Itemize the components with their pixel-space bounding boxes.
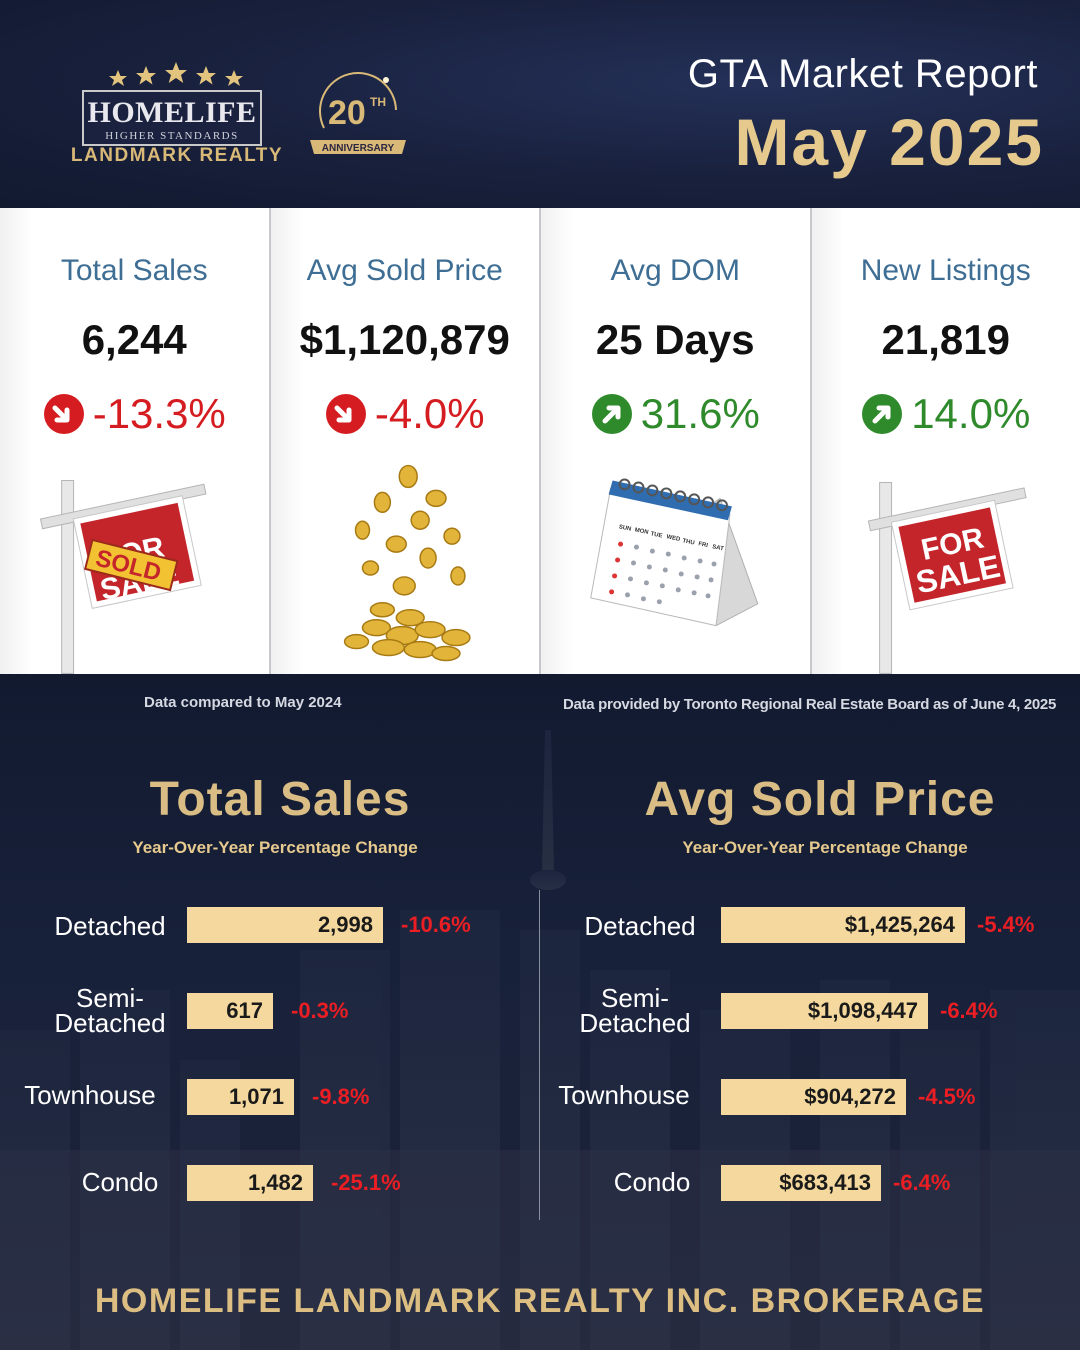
price-change-detached: -5.4% bbox=[977, 912, 1035, 937]
anniversary-suffix: TH bbox=[370, 95, 386, 109]
compared-note: Data compared to May 2024 bbox=[144, 694, 342, 711]
card-value: 6,244 bbox=[81, 316, 187, 363]
card-change: -4.0% bbox=[271, 390, 540, 438]
sales-bar-detached: 2,998 bbox=[187, 907, 383, 943]
card-title: Total Sales bbox=[60, 254, 208, 287]
card-value: 25 Days bbox=[595, 316, 755, 363]
arrow-down-icon bbox=[43, 394, 84, 434]
sales-change-condo: -25.1% bbox=[331, 1170, 401, 1195]
card-avg-sold-price: Avg Sold Price $1,120,879 -4.0% bbox=[270, 208, 540, 674]
card-title: New Listings bbox=[860, 254, 1031, 287]
row-label: Detached bbox=[584, 911, 696, 941]
card-title: Avg DOM bbox=[610, 254, 740, 287]
sales-bar-semi-detached: 617 bbox=[187, 993, 273, 1029]
change-percent: 31.6% bbox=[640, 390, 760, 437]
sales-change-townhouse: -9.8% bbox=[312, 1084, 370, 1109]
weekday-tue: TUE bbox=[650, 531, 663, 539]
card-title: Avg Sold Price bbox=[306, 254, 503, 287]
logo-box: HOMELIFE HIGHER STANDARDS bbox=[82, 90, 262, 146]
brand-sub: LANDMARK REALTY bbox=[70, 145, 284, 166]
anniversary-number: 20 bbox=[328, 94, 366, 132]
row-label: Townhouse bbox=[558, 1080, 690, 1110]
row-label: Condo bbox=[613, 1167, 691, 1197]
row-label: Condo bbox=[81, 1167, 159, 1197]
row-label: Detached bbox=[54, 911, 166, 941]
five-stars-icon bbox=[109, 62, 243, 86]
avg-price-title: Avg Sold Price bbox=[644, 773, 996, 826]
report-date: May 2025 bbox=[734, 105, 1044, 179]
change-percent: -13.3% bbox=[92, 390, 226, 437]
price-bar-townhouse: $904,272 bbox=[721, 1079, 906, 1115]
card-change: 14.0% bbox=[812, 390, 1080, 438]
weekday-fri: FRI bbox=[698, 541, 709, 549]
sales-change-semi-detached: -0.3% bbox=[291, 998, 349, 1023]
sales-bar-condo: 1,482 bbox=[187, 1165, 313, 1201]
weekday-sun: SUN bbox=[618, 524, 632, 532]
card-total-sales: Total Sales 6,244 -13.3% FOR SALE SOLD bbox=[0, 208, 269, 674]
price-change-condo: -6.4% bbox=[893, 1170, 951, 1195]
brand-name: HOMELIFE bbox=[87, 96, 257, 129]
gold-coins-icon bbox=[343, 464, 471, 662]
sold-sign-icon: FOR SALE SOLD bbox=[39, 479, 207, 674]
arrow-down-icon bbox=[325, 394, 366, 434]
row-label: Semi- Detached bbox=[579, 983, 691, 1038]
weekday-mon: MON bbox=[634, 527, 649, 536]
source-note: Data provided by Toronto Regional Real E… bbox=[562, 696, 1056, 713]
card-avg-dom: Avg DOM 25 Days 31.6% SUN bbox=[541, 208, 810, 674]
price-bar-detached: $1,425,264 bbox=[721, 907, 965, 943]
stat-cards: Total Sales 6,244 -13.3% FOR SALE SOLD bbox=[0, 208, 1080, 674]
brand-tagline: HIGHER STANDARDS bbox=[105, 130, 239, 142]
total-sales-title: Total Sales bbox=[149, 773, 411, 826]
weekday-thu: THU bbox=[682, 538, 695, 546]
city-skyline-background bbox=[0, 730, 1080, 1350]
footer-brokerage: HOMELIFE LANDMARK REALTY INC. BROKERAGE bbox=[94, 1282, 986, 1320]
header: HOMELIFE HIGHER STANDARDS LANDMARK REALT… bbox=[0, 0, 1080, 208]
homelife-logo: HOMELIFE HIGHER STANDARDS LANDMARK REALT… bbox=[52, 62, 302, 172]
card-new-listings: New Listings 21,819 14.0% FOR SALE bbox=[811, 208, 1080, 674]
row-label: Semi- Detached bbox=[54, 983, 166, 1038]
weekday-wed: WED bbox=[666, 534, 682, 543]
price-bar-semi-detached: $1,098,447 bbox=[721, 993, 928, 1029]
card-value: $1,120,879 bbox=[299, 316, 510, 363]
anniversary-label: ANNIVERSARY bbox=[322, 143, 395, 154]
card-change: -13.3% bbox=[0, 390, 269, 438]
card-value: 21,819 bbox=[881, 316, 1010, 363]
change-percent: 14.0% bbox=[911, 390, 1031, 437]
change-percent: -4.0% bbox=[374, 390, 485, 437]
anniversary-badge-icon: 20 TH ANNIVERSARY bbox=[310, 72, 406, 154]
section-divider bbox=[539, 890, 540, 1220]
row-label: Townhouse bbox=[24, 1080, 156, 1110]
price-change-townhouse: -4.5% bbox=[918, 1084, 976, 1109]
sales-bar-townhouse: 1,071 bbox=[187, 1079, 294, 1115]
for-sale-sign-icon: FOR SALE bbox=[867, 481, 1027, 674]
price-bar-condo: $683,413 bbox=[721, 1165, 881, 1201]
arrow-up-icon bbox=[862, 394, 903, 434]
total-sales-subtitle: Year-Over-Year Percentage Change bbox=[132, 838, 418, 857]
card-change: 31.6% bbox=[541, 390, 810, 438]
weekday-sat: SAT bbox=[712, 544, 725, 552]
avg-price-subtitle: Year-Over-Year Percentage Change bbox=[682, 838, 968, 857]
arrow-up-icon bbox=[591, 394, 632, 434]
price-change-semi-detached: -6.4% bbox=[940, 998, 998, 1023]
calendar-icon: SUN MON TUE WED THU FRI SAT bbox=[590, 478, 759, 627]
sales-change-detached: -10.6% bbox=[401, 912, 471, 937]
report-title: GTA Market Report bbox=[687, 52, 1038, 96]
